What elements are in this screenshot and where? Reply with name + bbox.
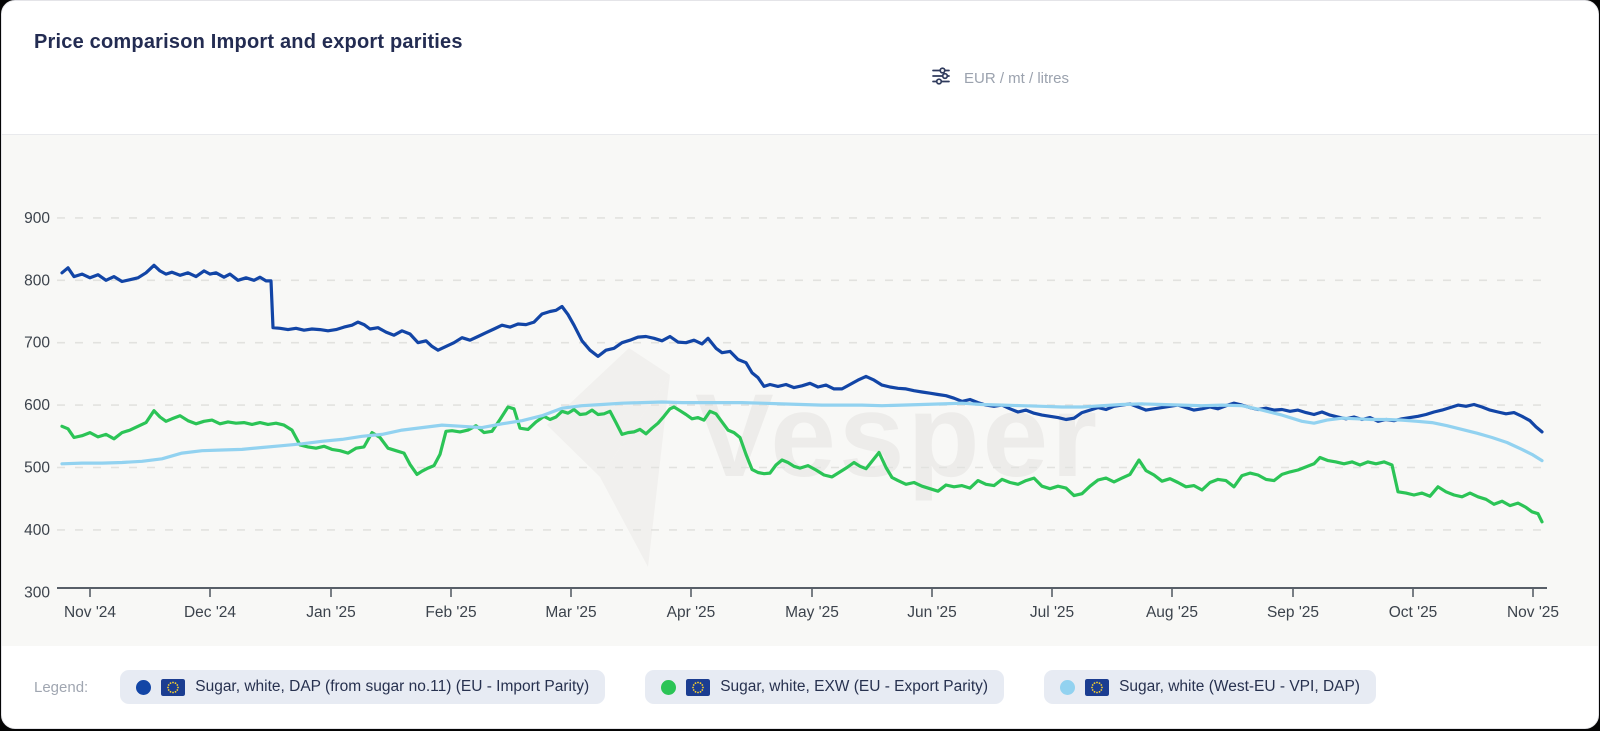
- svg-text:Nov '25: Nov '25: [1507, 604, 1559, 621]
- svg-text:400: 400: [24, 522, 50, 539]
- svg-text:600: 600: [24, 397, 50, 414]
- eu-flag-icon: [686, 678, 711, 696]
- svg-text:Jul '25: Jul '25: [1030, 604, 1074, 621]
- eu-flag-icon: [161, 678, 186, 696]
- legend-items: Sugar, white, DAP (from sugar no.11) (EU…: [120, 670, 1376, 704]
- sliders-icon: [930, 65, 952, 92]
- page-title: Price comparison Import and export parit…: [34, 31, 463, 53]
- svg-text:300: 300: [24, 584, 50, 601]
- svg-text:Oct '25: Oct '25: [1389, 604, 1438, 621]
- svg-text:Jun '25: Jun '25: [907, 604, 957, 621]
- series-line: [60, 400, 1544, 466]
- svg-text:Feb '25: Feb '25: [425, 604, 476, 621]
- legend-item-vpi[interactable]: Sugar, white (West-EU - VPI, DAP): [1044, 670, 1376, 704]
- svg-text:Nov '24: Nov '24: [64, 604, 116, 621]
- x-axis: Nov '24 Dec '24 Jan '25 Feb '25 Mar '25 Apr '…: [57, 587, 1559, 621]
- unit-selector[interactable]: EUR / mt / litres: [930, 65, 1069, 92]
- series-line: [60, 405, 1544, 524]
- svg-text:Dec '24: Dec '24: [184, 604, 236, 621]
- svg-text:800: 800: [24, 272, 50, 289]
- series-line: [60, 263, 1544, 434]
- legend-item-import-parity[interactable]: Sugar, white, DAP (from sugar no.11) (EU…: [120, 670, 606, 704]
- y-axis: 900 800 700 600 500 400 300: [24, 210, 50, 601]
- legend-item-label: Sugar, white (West-EU - VPI, DAP): [1119, 678, 1360, 695]
- legend-bar: Legend: Sugar, white, DAP (from sugar no…: [2, 646, 1598, 728]
- chart-section: Vesper Nov '24 Dec '24 Jan '25 Feb '25 Mar '2…: [2, 135, 1598, 649]
- svg-text:Aug '25: Aug '25: [1146, 604, 1198, 621]
- svg-text:700: 700: [24, 335, 50, 352]
- legend-item-export-parity[interactable]: Sugar, white, EXW (EU - Export Parity): [645, 670, 1005, 704]
- svg-text:500: 500: [24, 460, 50, 477]
- svg-text:Apr '25: Apr '25: [667, 604, 716, 621]
- chart-plot: Vesper Nov '24 Dec '24 Jan '25 Feb '25 Mar '2…: [24, 210, 1559, 621]
- legend-dot: [1060, 679, 1076, 695]
- legend-dot: [136, 679, 152, 695]
- svg-text:900: 900: [24, 210, 50, 227]
- watermark: Vesper: [547, 348, 1097, 567]
- svg-text:May '25: May '25: [785, 604, 839, 621]
- unit-label: EUR / mt / litres: [964, 70, 1070, 87]
- svg-text:Jan '25: Jan '25: [306, 604, 356, 621]
- legend-item-label: Sugar, white, EXW (EU - Export Parity): [720, 678, 989, 695]
- svg-text:Mar '25: Mar '25: [545, 604, 596, 621]
- legend-item-label: Sugar, white, DAP (from sugar no.11) (EU…: [195, 678, 590, 695]
- legend-label: Legend:: [34, 678, 89, 696]
- legend-dot: [661, 679, 677, 695]
- eu-flag-icon: [1085, 678, 1110, 696]
- card-header: Price comparison Import and export parit…: [2, 1, 1598, 135]
- svg-text:Sep '25: Sep '25: [1267, 604, 1319, 621]
